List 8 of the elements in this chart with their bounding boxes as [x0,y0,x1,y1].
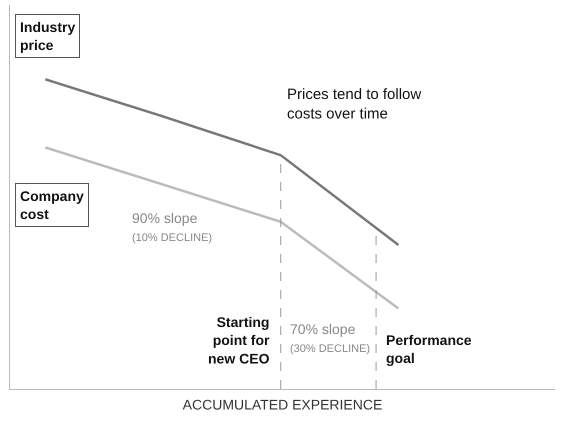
annotation: 90% slope (10% DECLINE) [132,210,212,244]
annotation: Performance goal [386,332,472,366]
annotation: Starting point for new CEO [208,314,270,366]
x-axis-title: ACCUMULATED EXPERIENCE [182,396,382,413]
text: Industry price [20,19,76,54]
series-label: Company cost [20,188,84,222]
annotation: Prices tend to follow costs over time [287,86,422,122]
annotation: 70% slope (30% DECLINE) [290,321,370,356]
